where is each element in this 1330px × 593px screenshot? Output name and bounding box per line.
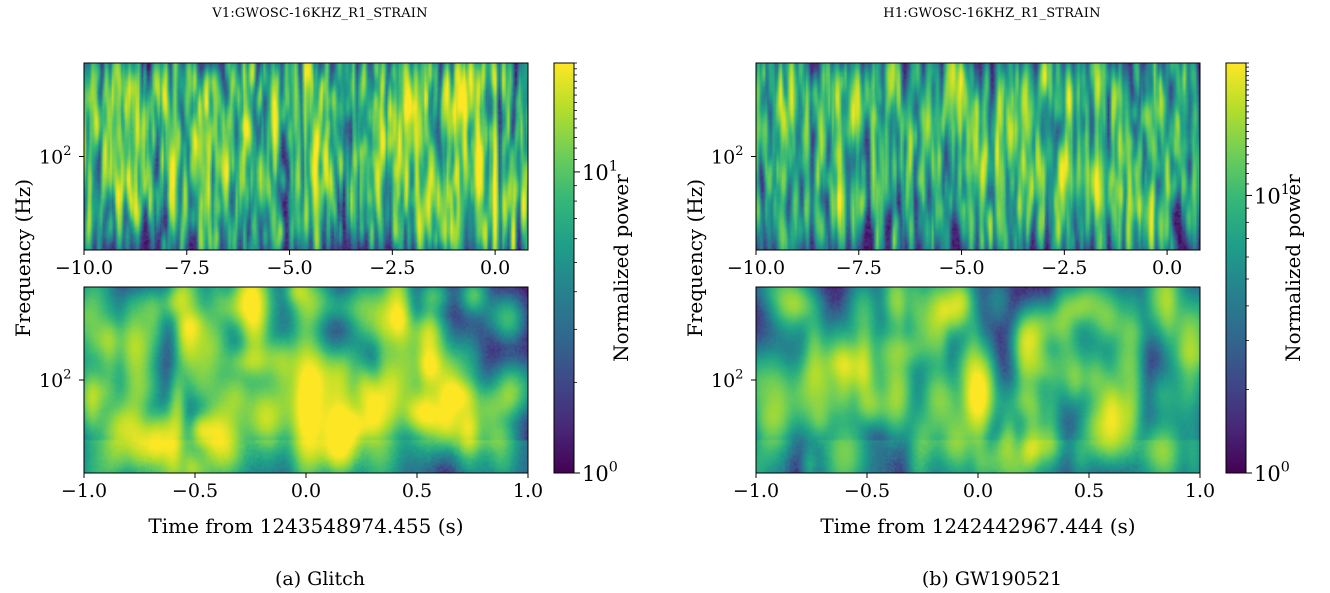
- figure-caption: (b) GW190521: [921, 568, 1063, 590]
- spectrogram-heatmap: [84, 287, 528, 473]
- plot-title: V1:GWOSC-16KHZ_R1_STRAIN: [212, 6, 428, 21]
- x-axis-label: Time from 1243548974.455 (s): [148, 514, 463, 538]
- x-tick-label: −10.0: [727, 257, 785, 279]
- colorbar: [553, 62, 575, 474]
- colorbar-tick-label: 100: [582, 460, 618, 486]
- y-tick-label: 102: [39, 144, 71, 169]
- x-tick-label: −2.5: [1041, 257, 1087, 279]
- x-axis-label: Time from 1242442967.444 (s): [820, 514, 1135, 538]
- y-tick-label: 102: [711, 144, 743, 169]
- colorbar: [1225, 62, 1247, 474]
- x-tick-label: −2.5: [369, 257, 415, 279]
- x-tick-label: −1.0: [733, 480, 779, 502]
- x-tick-label: −5.0: [938, 257, 984, 279]
- panel-glitch: V1:GWOSC-16KHZ_R1_STRAIN −10.0 −7.5 −5.0 −2…: [11, 6, 633, 590]
- x-tick-label: −5.0: [266, 257, 312, 279]
- x-tick-label: 0.0: [1152, 257, 1182, 279]
- x-tick-label: −7.5: [836, 257, 882, 279]
- y-axis-label: Frequency (Hz): [683, 179, 707, 337]
- x-tick-label: 0.5: [402, 480, 432, 502]
- y-axis-label: Frequency (Hz): [11, 179, 35, 337]
- panel-gw190521: H1:GWOSC-16KHZ_R1_STRAIN −10.0 −7.5 −5.0 −2…: [672, 0, 1330, 593]
- spectrogram-figure: −10.0 −7.5 −5.0 −2.5 0.0 102 −1.0 −0.5 0.0 0.5 1.0…: [683, 62, 1305, 538]
- y-tick-label: 102: [711, 367, 743, 392]
- x-tick-label: 1.0: [1185, 480, 1215, 502]
- x-tick-label: −0.5: [172, 480, 218, 502]
- spectrogram-heatmap: [756, 287, 1200, 473]
- x-tick-label: −0.5: [844, 480, 890, 502]
- figure-caption: (a) Glitch: [274, 568, 366, 590]
- spectrogram-heatmap: [84, 63, 528, 250]
- plot-title: H1:GWOSC-16KHZ_R1_STRAIN: [883, 6, 1101, 21]
- x-tick-label: 0.0: [291, 480, 321, 502]
- x-tick-label: −10.0: [55, 257, 113, 279]
- colorbar-label: Normalized power: [1281, 174, 1305, 362]
- colorbar-tick-label: 100: [1254, 460, 1290, 486]
- x-tick-label: 1.0: [513, 480, 543, 502]
- colorbar-label: Normalized power: [609, 174, 633, 362]
- x-tick-label: 0.0: [480, 257, 510, 279]
- x-tick-label: −7.5: [164, 257, 210, 279]
- x-tick-label: 0.5: [1074, 480, 1104, 502]
- y-tick-label: 102: [39, 367, 71, 392]
- spectrogram-heatmap: [756, 63, 1200, 250]
- x-tick-label: −1.0: [61, 480, 107, 502]
- spectrogram-figure: −10.0 −7.5 −5.0 −2.5 0.0 102 −1.0 −0.5 0.0 0.5 1.0…: [11, 62, 633, 538]
- x-tick-label: 0.0: [963, 480, 993, 502]
